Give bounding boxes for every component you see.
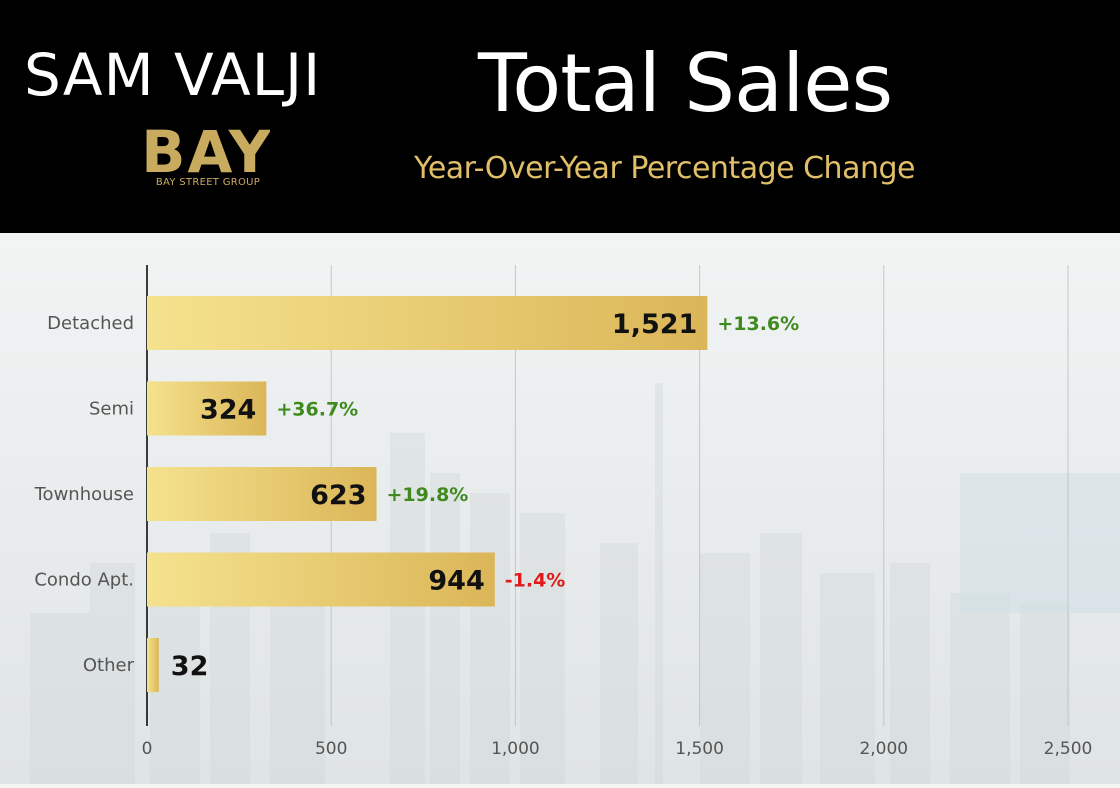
header-banner: SAM VALJI BAY BAY STREET GROUP Total Sal… <box>0 0 1120 233</box>
change-label: -1.4% <box>505 570 566 592</box>
chart-subtitle: Year-Over-Year Percentage Change <box>414 151 915 186</box>
change-label: +36.7% <box>276 399 358 421</box>
x-tick-label: 1,000 <box>491 739 540 759</box>
backdrop-building <box>950 593 1010 784</box>
backdrop-building <box>520 513 565 784</box>
backdrop-building <box>90 563 135 784</box>
bar <box>147 381 267 436</box>
bar-chart: 0 500 1,000 1,500 2,000 2,500 Detached 1,521 +1… <box>0 233 1120 784</box>
labels: Detached 1,521 +13.6% Semi 324 +36.7% Townhous… <box>34 309 800 682</box>
backdrop-building <box>390 433 425 784</box>
backdrop-building <box>270 573 325 784</box>
chart-title: Total Sales <box>478 37 893 130</box>
backdrop-building <box>1020 603 1070 784</box>
value-label: 944 <box>428 566 484 597</box>
value-label: 324 <box>200 395 256 426</box>
x-tick-label: 2,000 <box>859 739 908 759</box>
value-label: 623 <box>310 480 366 511</box>
change-label: +13.6% <box>717 313 799 335</box>
logo-text: BAY <box>145 122 270 174</box>
bar <box>147 296 708 350</box>
change-label: +19.8% <box>387 484 469 506</box>
backdrop-building <box>700 553 750 784</box>
value-label: 1,521 <box>612 309 697 340</box>
x-tick-label: 500 <box>315 739 347 759</box>
bar <box>147 552 495 607</box>
brand-name: SAM VALJI <box>24 41 322 109</box>
x-tick-label: 2,500 <box>1044 739 1093 759</box>
backdrop-building <box>820 573 875 784</box>
backdrop-building <box>30 613 90 784</box>
chart-area: 0 500 1,000 1,500 2,000 2,500 Detached 1,521 +1… <box>0 233 1120 784</box>
x-tick-label: 1,500 <box>675 739 724 759</box>
value-label: 32 <box>171 651 209 682</box>
x-tick-label: 0 <box>142 739 153 759</box>
backdrop-water <box>960 473 1120 613</box>
category-label: Detached <box>47 313 134 334</box>
category-label: Other <box>83 655 135 676</box>
backdrop-building <box>890 563 930 784</box>
bay-logo: BAY <box>145 122 270 174</box>
bars <box>147 296 708 692</box>
bar <box>147 467 377 521</box>
backdrop-building <box>430 473 460 784</box>
backdrop-building <box>470 493 510 784</box>
category-label: Semi <box>89 399 134 420</box>
backdrop-building <box>655 383 663 784</box>
bar <box>147 638 159 692</box>
category-label: Condo Apt. <box>34 570 134 591</box>
backdrop-building <box>600 543 638 784</box>
category-label: Townhouse <box>34 484 134 505</box>
backdrop-building <box>760 533 802 784</box>
logo-caption: BAY STREET GROUP <box>155 177 261 188</box>
